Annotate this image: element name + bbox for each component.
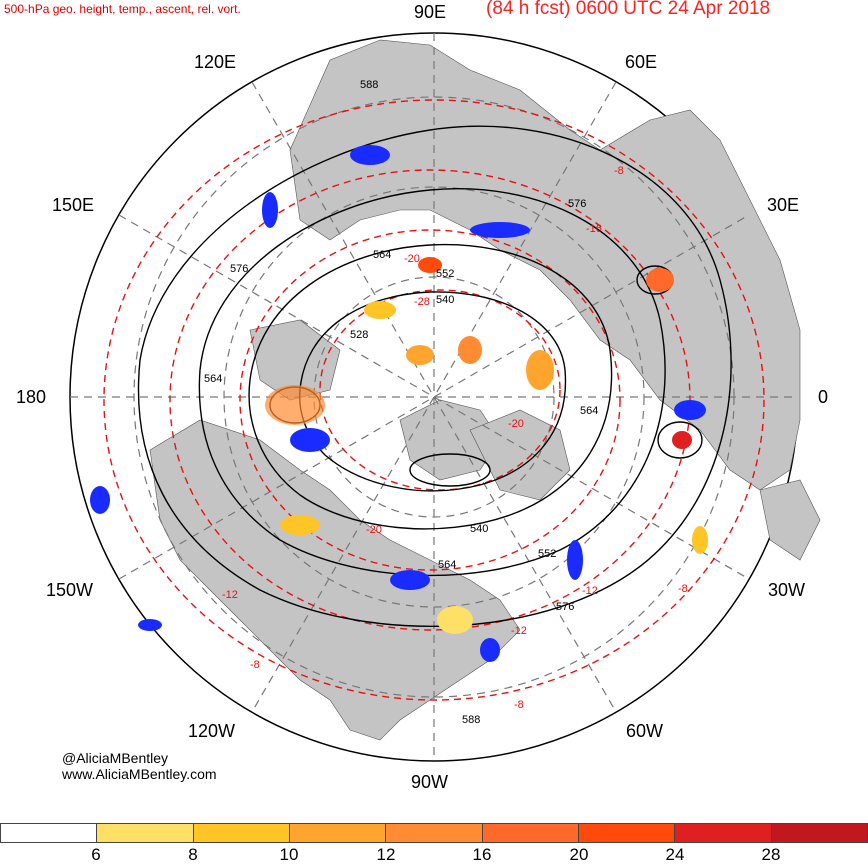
colorbar-swatch — [288, 823, 386, 843]
colorbar-swatch — [0, 823, 97, 843]
colorbar-swatch — [96, 823, 193, 843]
height-label: 528 — [350, 329, 368, 341]
colorbar-tick-label: 28 — [761, 845, 781, 864]
longitude-label-60e: 60E — [625, 52, 658, 72]
height-label: 564 — [373, 249, 391, 261]
height-label: 564 — [580, 405, 598, 417]
temperature-label: -20 — [366, 524, 382, 536]
temperature-label: -28 — [414, 296, 430, 308]
longitude-label-30e: 30E — [767, 195, 800, 215]
temperature-label: -16 — [586, 223, 602, 235]
colorbar-tick-label: 10 — [279, 845, 299, 864]
north-america-landmass — [149, 419, 521, 741]
africa-landmass — [759, 479, 821, 561]
temperature-label: -8 — [678, 583, 688, 595]
temperature-label: -12 — [511, 625, 527, 637]
colorbar-swatch — [674, 823, 771, 843]
height-label: 552 — [436, 268, 454, 280]
colorbar-swatch — [481, 823, 578, 843]
longitude-label-120e: 120E — [194, 52, 237, 72]
temperature-contour-labels: -8 -16 -20 -28 -20 -12 -8 -12 -8 -8 -20 … — [222, 165, 688, 711]
height-label: 540 — [470, 523, 488, 535]
colorbar-swatch — [770, 823, 868, 843]
colorbar-tick-label: 8 — [188, 845, 198, 864]
colorbar-swatch — [577, 823, 675, 843]
meridians — [70, 33, 798, 761]
temperature-label: -8 — [250, 659, 260, 671]
colorbar-swatch — [192, 823, 289, 843]
polar-stereographic-map: 588 576 564 552 540 528 564 540 552 564 … — [69, 32, 821, 762]
author-handle: @AliciaMBentley — [62, 750, 169, 766]
author-website: www.AliciaMBentley.com — [62, 766, 217, 782]
longitude-label-150e: 150E — [52, 195, 95, 215]
height-label: 588 — [462, 714, 480, 726]
height-label: 576 — [230, 263, 248, 275]
alaska-landmass — [249, 319, 341, 401]
temperature-label: -12 — [582, 585, 598, 597]
longitude-label-0: 0 — [818, 387, 829, 407]
colorbar-tick-label: 16 — [472, 845, 492, 864]
longitude-label-90e: 90E — [414, 2, 447, 22]
height-label: 576 — [556, 601, 574, 613]
temperature-label: -20 — [508, 418, 524, 430]
height-label: 576 — [568, 198, 586, 210]
longitude-label-90w: 90W — [411, 772, 449, 792]
landmasses — [149, 39, 821, 741]
longitude-label-180: 180 — [16, 387, 47, 407]
height-label: 540 — [436, 294, 454, 306]
height-label: 564 — [438, 559, 456, 571]
chart-title-left: 500-hPa geo. height, temp., ascent, rel.… — [4, 2, 241, 16]
temperature-label: -8 — [614, 165, 624, 177]
eurasia-landmass — [289, 39, 801, 491]
colorbar — [0, 823, 868, 843]
longitude-label-120w: 120W — [188, 721, 236, 741]
height-label: 552 — [538, 548, 556, 560]
ascent-areas — [90, 145, 706, 662]
colorbar-tick-label: 12 — [376, 845, 396, 864]
longitude-label-60w: 60W — [626, 721, 664, 741]
temperature-label: -8 — [514, 699, 524, 711]
height-contour-labels: 588 576 564 552 540 528 564 540 552 564 … — [204, 79, 598, 726]
vorticity-shading — [265, 257, 708, 634]
temperature-label: -12 — [222, 589, 238, 601]
colorbar-tick-label: 24 — [665, 845, 685, 864]
longitude-label-150w: 150W — [46, 580, 94, 600]
height-label: 588 — [360, 79, 378, 91]
colorbar-tick-label: 6 — [91, 845, 101, 864]
temperature-label: -20 — [404, 253, 420, 265]
forecast-time-title: (84 h fcst) 0600 UTC 24 Apr 2018 — [486, 0, 771, 19]
colorbar-swatch — [385, 823, 482, 843]
colorbar-tick-label: 20 — [569, 845, 589, 864]
height-label: 564 — [204, 373, 222, 385]
longitude-label-30w: 30W — [768, 580, 806, 600]
